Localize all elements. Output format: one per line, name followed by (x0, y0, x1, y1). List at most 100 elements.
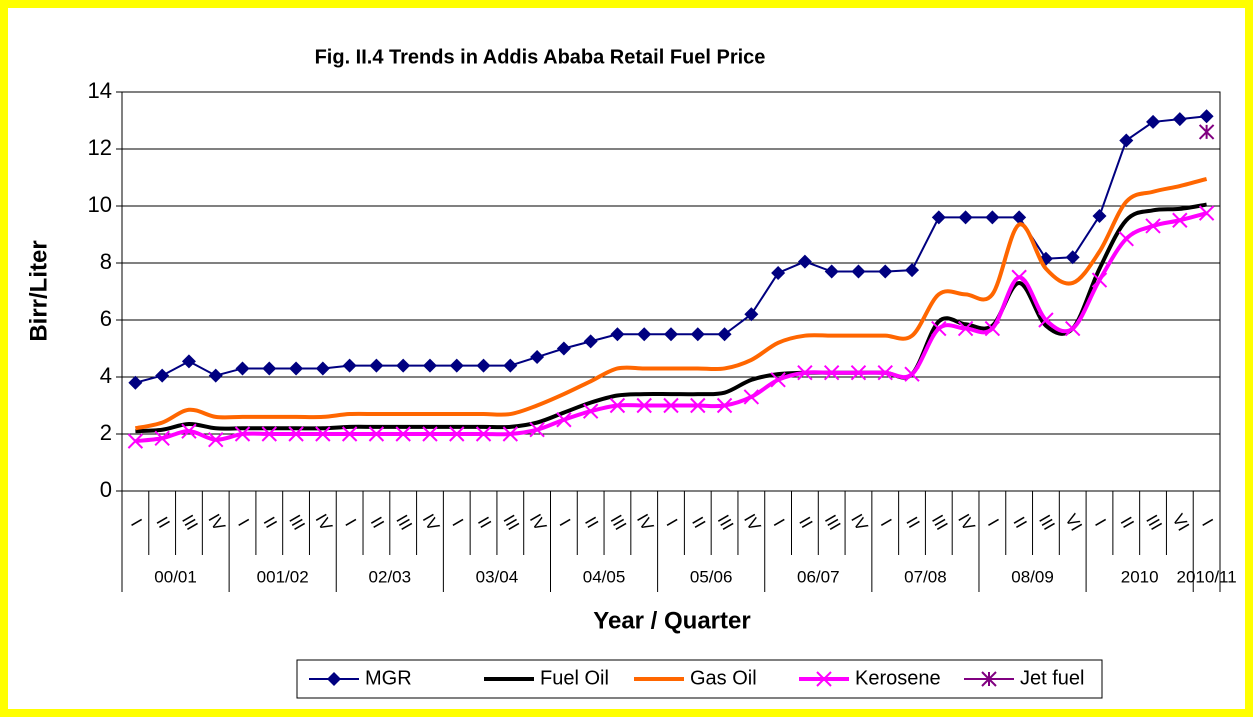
data-point (690, 327, 705, 342)
data-point (556, 341, 571, 356)
y-tick-label: 2 (100, 420, 112, 445)
data-point (342, 358, 357, 373)
data-point (529, 422, 545, 438)
data-point (904, 366, 920, 382)
data-point (422, 426, 438, 442)
data-point (931, 210, 946, 225)
data-point (235, 361, 250, 376)
group-label: 00/01 (154, 567, 197, 586)
y-axis-title: Birr/Liter (25, 240, 52, 341)
data-point (816, 671, 832, 687)
group-label: 2010/11 (1177, 567, 1237, 586)
group-label: 07/08 (904, 567, 947, 586)
data-point (609, 397, 626, 414)
group-label: 04/05 (583, 567, 626, 586)
data-point (877, 365, 893, 381)
data-point (797, 365, 813, 381)
data-point (1119, 133, 1134, 148)
data-point (1199, 109, 1214, 124)
data-point (1198, 124, 1215, 140)
data-point (824, 264, 839, 279)
data-point (582, 403, 599, 419)
data-point (1172, 212, 1188, 228)
y-tick-label: 8 (100, 249, 112, 274)
chart-title: Fig. II.4 Trends in Addis Ababa Retail F… (315, 46, 766, 68)
data-point (1172, 112, 1187, 127)
plot-area (121, 91, 1221, 492)
y-tick-label: 10 (88, 192, 112, 217)
data-point (931, 320, 947, 337)
data-point (770, 372, 786, 388)
x-axis-title: Year / Quarter (593, 607, 750, 634)
data-point (636, 397, 652, 414)
series (134, 176, 1208, 431)
group-label: 08/09 (1011, 567, 1054, 586)
data-point (878, 264, 893, 279)
data-point (154, 430, 170, 446)
data-point (127, 433, 144, 449)
data-point (1198, 205, 1215, 221)
y-tick-label: 4 (100, 363, 112, 388)
line (134, 176, 1208, 431)
data-point (583, 334, 598, 349)
data-point (664, 327, 678, 342)
data-point (957, 320, 974, 337)
data-point (369, 358, 384, 373)
data-point (1011, 269, 1027, 285)
data-point (1145, 218, 1161, 234)
data-point (315, 361, 330, 376)
data-point (475, 426, 492, 442)
group-label: 06/07 (797, 567, 840, 586)
y-tick-label: 0 (100, 477, 112, 502)
data-point (851, 264, 866, 279)
legend-label: Kerosene (855, 667, 941, 689)
data-point (984, 320, 1001, 337)
data-point (476, 358, 491, 373)
data-point (422, 358, 437, 373)
group-label: 001/02 (257, 567, 309, 586)
data-point (716, 397, 733, 414)
data-point (1146, 114, 1161, 129)
series (1198, 124, 1215, 140)
group-label: 05/06 (690, 567, 733, 586)
y-tick-label: 12 (88, 135, 112, 160)
data-point (289, 361, 304, 376)
group-label: 2010 (1121, 567, 1159, 586)
data-point (262, 361, 277, 376)
data-point (368, 426, 385, 442)
data-point (743, 389, 760, 405)
data-point (502, 426, 519, 442)
data-point (396, 358, 411, 373)
data-point (208, 368, 223, 383)
data-point (1118, 231, 1134, 247)
data-point (1065, 250, 1080, 265)
series (135, 202, 1207, 434)
legend-label: Jet fuel (1020, 667, 1084, 689)
data-point (771, 265, 786, 280)
data-point (341, 426, 358, 442)
data-point (1065, 320, 1081, 337)
data-point (717, 327, 732, 342)
data-point (556, 412, 572, 428)
data-point (234, 426, 251, 442)
data-point (395, 426, 411, 442)
legend-label: Gas Oil (690, 667, 757, 689)
line (135, 202, 1207, 434)
data-point (744, 307, 759, 322)
data-point (905, 263, 920, 278)
data-point (1012, 210, 1027, 225)
data-point (1038, 312, 1054, 328)
data-point (128, 375, 143, 390)
series (127, 205, 1215, 449)
data-point (181, 423, 197, 439)
data-point (850, 365, 867, 381)
data-point (208, 431, 224, 448)
data-point (637, 327, 652, 342)
legend-label: MGR (365, 667, 412, 689)
data-point (690, 397, 706, 414)
data-point (981, 671, 997, 687)
data-point (449, 358, 464, 373)
legend: MGR Fuel Oil Gas Oil Kerosene Jet fuel (296, 659, 1103, 699)
data-point (610, 327, 625, 342)
